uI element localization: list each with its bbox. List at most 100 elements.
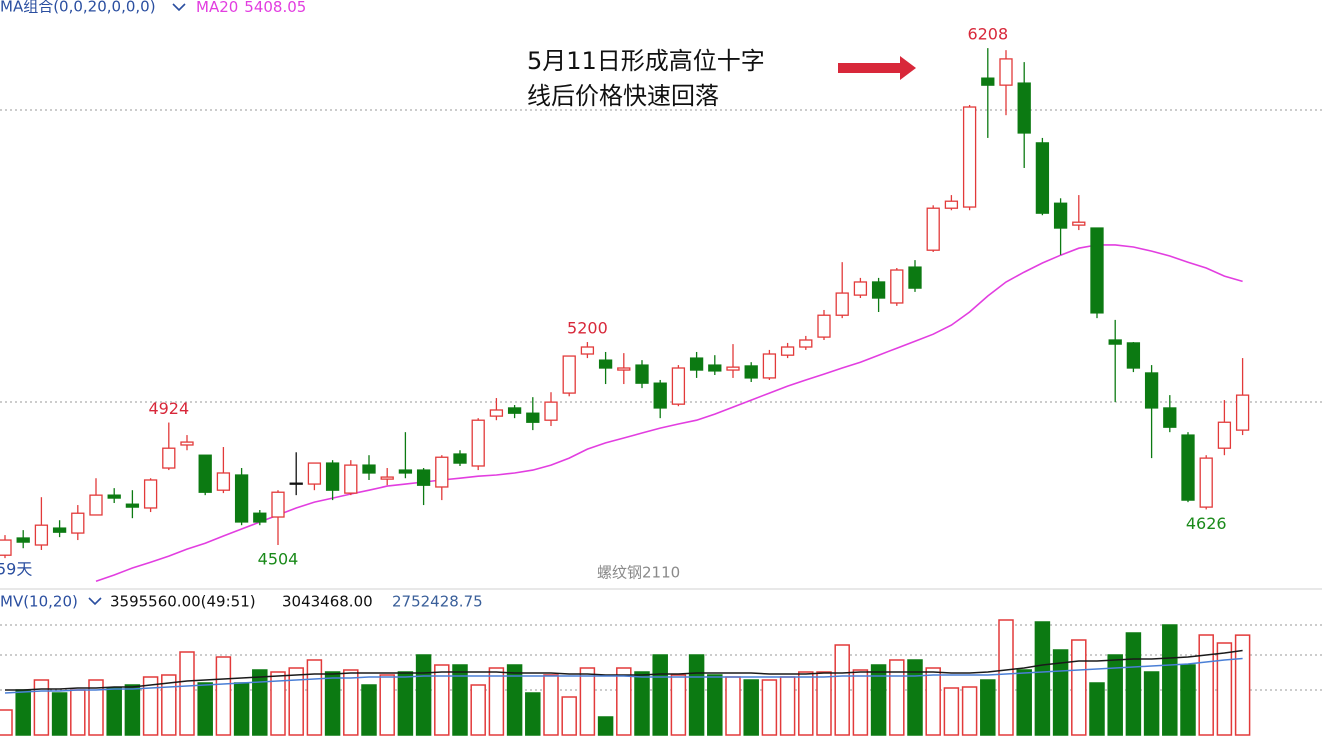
volume-bar <box>761 679 778 736</box>
volume-bar <box>597 716 614 736</box>
volume-bar <box>379 674 395 736</box>
volume-bar <box>852 669 869 736</box>
volume-bar <box>707 674 723 736</box>
volume-bar <box>361 684 377 736</box>
watermark: 螺纹钢2110 <box>597 564 680 582</box>
volume-bar <box>1107 654 1123 736</box>
candle-body <box>1035 142 1050 214</box>
volume-bar <box>270 671 286 736</box>
mv10-last: 3043468.00 <box>282 593 373 611</box>
volume-bar <box>470 684 486 736</box>
candle-body <box>708 364 722 372</box>
volume-bar <box>616 667 632 736</box>
volume-bar <box>652 654 668 736</box>
candle-body <box>908 266 922 289</box>
candle-body <box>1163 407 1177 428</box>
candle-body <box>143 479 158 509</box>
candle-body <box>544 401 558 421</box>
volume-bar <box>889 659 905 736</box>
candle-body <box>744 365 758 379</box>
candle-body <box>253 512 267 523</box>
volume-bar <box>415 654 432 736</box>
candle-body <box>362 464 376 474</box>
candle-body <box>271 491 285 518</box>
candle-body <box>71 512 85 534</box>
volume-bar <box>506 664 523 736</box>
candle-body <box>34 524 49 546</box>
volume-bar <box>106 687 122 736</box>
volume-bar <box>688 654 705 736</box>
volume-average-line <box>5 649 1243 691</box>
volume-bar <box>343 669 359 736</box>
volume-bar <box>488 667 505 736</box>
candle-body <box>944 200 959 209</box>
candle-body <box>671 367 686 405</box>
ma-legend: MA20 5408.05 <box>196 0 306 16</box>
volume-bar <box>1125 632 1142 736</box>
candle-body <box>617 367 631 371</box>
candle-body <box>890 269 904 304</box>
candle-body <box>926 207 940 251</box>
volume-bar <box>816 671 832 736</box>
volume-bar <box>743 679 759 736</box>
volume-bar <box>980 679 996 736</box>
candle-body <box>871 281 886 299</box>
candle-body <box>380 476 394 480</box>
candle-body <box>398 469 413 474</box>
volume-bar <box>834 644 850 736</box>
candle-body <box>689 357 704 371</box>
candle-body <box>1217 421 1232 449</box>
volume-bar <box>1162 624 1178 736</box>
extreme-label: 4504 <box>258 550 299 569</box>
candle-body <box>453 453 467 464</box>
candle-body <box>307 462 322 485</box>
ma-line <box>95 244 1243 582</box>
candle-body <box>1126 342 1141 369</box>
candle-body <box>180 441 194 446</box>
candle-body <box>653 382 667 409</box>
candle-body <box>1108 339 1122 345</box>
volume-bar <box>779 676 796 736</box>
extreme-label: 4626 <box>1186 514 1227 533</box>
volume-bar <box>943 687 960 736</box>
volume-bar <box>670 674 687 736</box>
volume-bar <box>233 682 250 736</box>
volume-bar <box>1034 621 1051 736</box>
candle-body <box>416 469 431 486</box>
volume-bar <box>0 709 13 736</box>
volume-bar <box>306 659 323 736</box>
volume-bar <box>870 664 887 736</box>
candle-body <box>962 106 977 208</box>
volume-bar <box>179 651 195 736</box>
volume-bar <box>124 684 141 736</box>
volume-bar <box>543 674 559 736</box>
candle-body <box>125 503 140 508</box>
candle-body <box>762 353 777 379</box>
extreme-label: 4924 <box>148 399 189 418</box>
candle-body <box>0 539 12 556</box>
candle-body <box>1181 434 1195 501</box>
volume-bar <box>907 659 923 736</box>
volume-bar <box>1234 634 1251 736</box>
volume-bar <box>525 692 541 736</box>
dropdown-icon[interactable] <box>88 597 102 606</box>
candle-body <box>216 472 231 491</box>
volume-bar <box>88 679 104 736</box>
volume-bar <box>1016 669 1032 736</box>
volume-bar <box>215 656 232 736</box>
candle-body <box>471 419 485 467</box>
candle-body <box>835 292 849 316</box>
candle-body <box>1235 394 1250 431</box>
candle-body <box>1053 202 1068 229</box>
volume-bar <box>1089 682 1105 736</box>
dropdown-icon[interactable] <box>172 3 186 12</box>
candle-body <box>1144 372 1159 409</box>
extreme-label: 6208 <box>967 25 1008 44</box>
candle-body <box>507 407 522 414</box>
mv20-last: 2752428.75 <box>392 593 483 611</box>
volume-bar <box>142 676 159 736</box>
volume-bar <box>161 674 177 736</box>
candle-body <box>580 346 595 355</box>
